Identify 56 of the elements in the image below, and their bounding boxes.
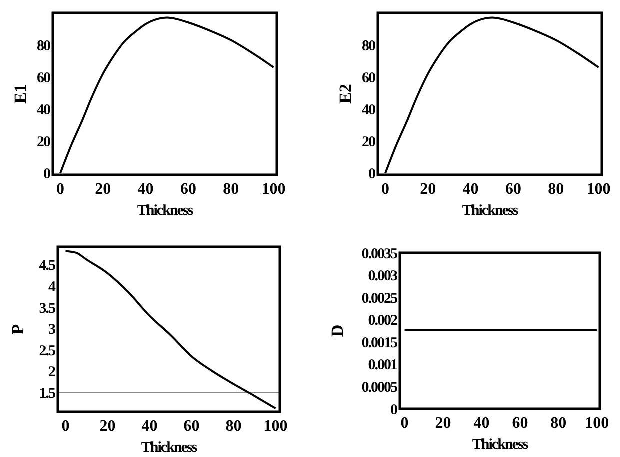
x-tick-label: 80: [550, 415, 567, 432]
x-tick-label: 0: [400, 415, 409, 432]
line-series: [64, 250, 277, 410]
x-tick-label: 80: [548, 181, 564, 198]
x-tick-label: 20: [435, 415, 452, 432]
y-tick-label: 0.003: [368, 268, 398, 285]
y-tick-label: 0.0035: [362, 246, 398, 262]
y-tick-label: 0: [368, 166, 376, 183]
y-tick-label: 3.5: [39, 300, 56, 317]
y-axis-title: E1: [11, 84, 30, 104]
y-axis-title: E2: [336, 84, 355, 104]
y-tick-label: 4: [48, 279, 56, 296]
y-tick-label: 0.0005: [362, 380, 398, 396]
y-tick-label: 80: [37, 38, 50, 54]
x-tick-label: 60: [512, 415, 528, 432]
y-tick-label: 4.5: [39, 258, 56, 274]
y-tick-label: 60: [37, 70, 50, 86]
x-axis-title: Thickness: [462, 203, 519, 219]
y-tick-label: 80: [362, 38, 376, 54]
x-tick-label: 100: [262, 181, 286, 198]
y-tick-label: 1.5: [39, 386, 56, 402]
x-tick-label: 40: [474, 415, 490, 432]
x-axis-title: Thickness: [472, 437, 529, 453]
x-tick-label: 40: [142, 418, 158, 435]
y-axis-title: D: [328, 324, 347, 338]
y-tick-label: 20: [37, 134, 50, 151]
x-tick-label: 20: [95, 181, 112, 198]
x-tick-label: 100: [585, 415, 610, 432]
y-tick-label: 0: [44, 166, 50, 183]
x-tick-label: 100: [586, 181, 611, 198]
x-tick-label: 20: [100, 418, 116, 435]
y-tick-label: 20: [362, 134, 376, 151]
y-tick-label: 40: [37, 102, 50, 118]
y-tick-label: 0.001: [368, 358, 398, 374]
x-axis-title: Thickness: [137, 203, 194, 219]
y-tick-label: 0: [390, 402, 398, 418]
y-tick-label: 3: [48, 322, 56, 338]
x-tick-label: 40: [462, 181, 479, 198]
x-tick-label: 60: [505, 181, 522, 198]
y-tick-label: 0.0015: [362, 335, 398, 352]
x-tick-label: 60: [180, 181, 196, 198]
y-tick-label: 2.5: [39, 343, 56, 360]
x-tick-label: 40: [138, 181, 154, 198]
y-tick-label: 0.0025: [362, 290, 398, 307]
y-axis-title: P: [8, 324, 28, 335]
y-tick-label: 2: [48, 364, 56, 381]
x-tick-label: 0: [62, 418, 70, 435]
x-tick-label: 80: [226, 418, 242, 435]
y-tick-label: 0.002: [368, 313, 398, 330]
x-axis-title: Thickness: [141, 440, 198, 456]
x-tick-label: 20: [420, 181, 436, 198]
x-tick-label: 60: [184, 418, 200, 435]
y-tick-label: 40: [362, 102, 376, 118]
x-tick-label: 80: [223, 181, 240, 198]
x-tick-label: 100: [264, 418, 288, 435]
y-tick-label: 60: [362, 70, 376, 86]
